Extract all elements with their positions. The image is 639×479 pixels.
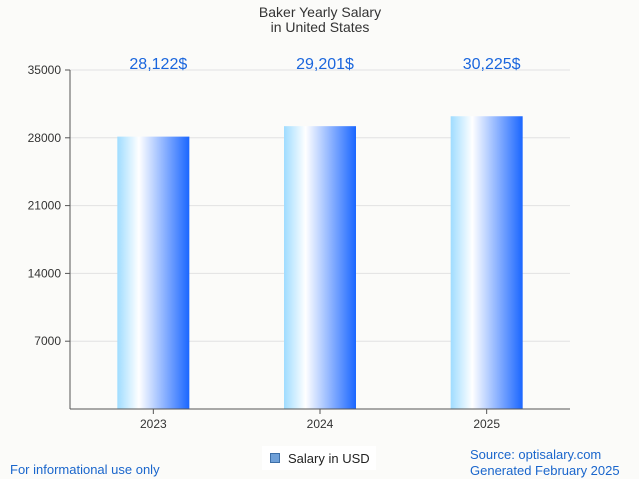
- value-label: 30,225$: [463, 56, 521, 73]
- bar-2025: [450, 116, 523, 410]
- x-tick-label: 2023: [140, 417, 167, 431]
- value-label: 28,122$: [129, 56, 187, 73]
- axes: 7000 14000 21000 28000 35000: [28, 63, 570, 414]
- bar-2024: [284, 126, 356, 410]
- y-tick-label: 7000: [34, 334, 61, 348]
- y-tick-label: 21000: [28, 199, 62, 213]
- generated-date: Generated February 2025: [470, 463, 620, 478]
- chart-title: Baker Yearly Salary: [259, 4, 381, 20]
- legend-swatch: [270, 453, 280, 463]
- chart-subtitle: in United States: [271, 19, 370, 35]
- y-tick-label: 28000: [28, 131, 62, 145]
- value-label: 29,201$: [296, 56, 354, 73]
- bars: [117, 116, 523, 410]
- source-link[interactable]: Source: optisalary.com: [470, 447, 602, 462]
- legend-label: Salary in USD: [288, 450, 370, 466]
- y-tick-label: 35000: [28, 63, 62, 77]
- x-tick-label: 2025: [473, 417, 500, 431]
- y-tick-label: 14000: [28, 266, 62, 280]
- labels: 2023 28,122$ 2024 29,201$ 2025 30,225$: [129, 56, 520, 431]
- chart-legend[interactable]: Salary in USD: [262, 446, 376, 470]
- bar-2023: [117, 136, 190, 409]
- footer-source-block: Source: optisalary.com Generated Februar…: [470, 447, 620, 479]
- disclaimer-text: For informational use only: [10, 462, 160, 477]
- x-tick-label: 2024: [307, 417, 334, 431]
